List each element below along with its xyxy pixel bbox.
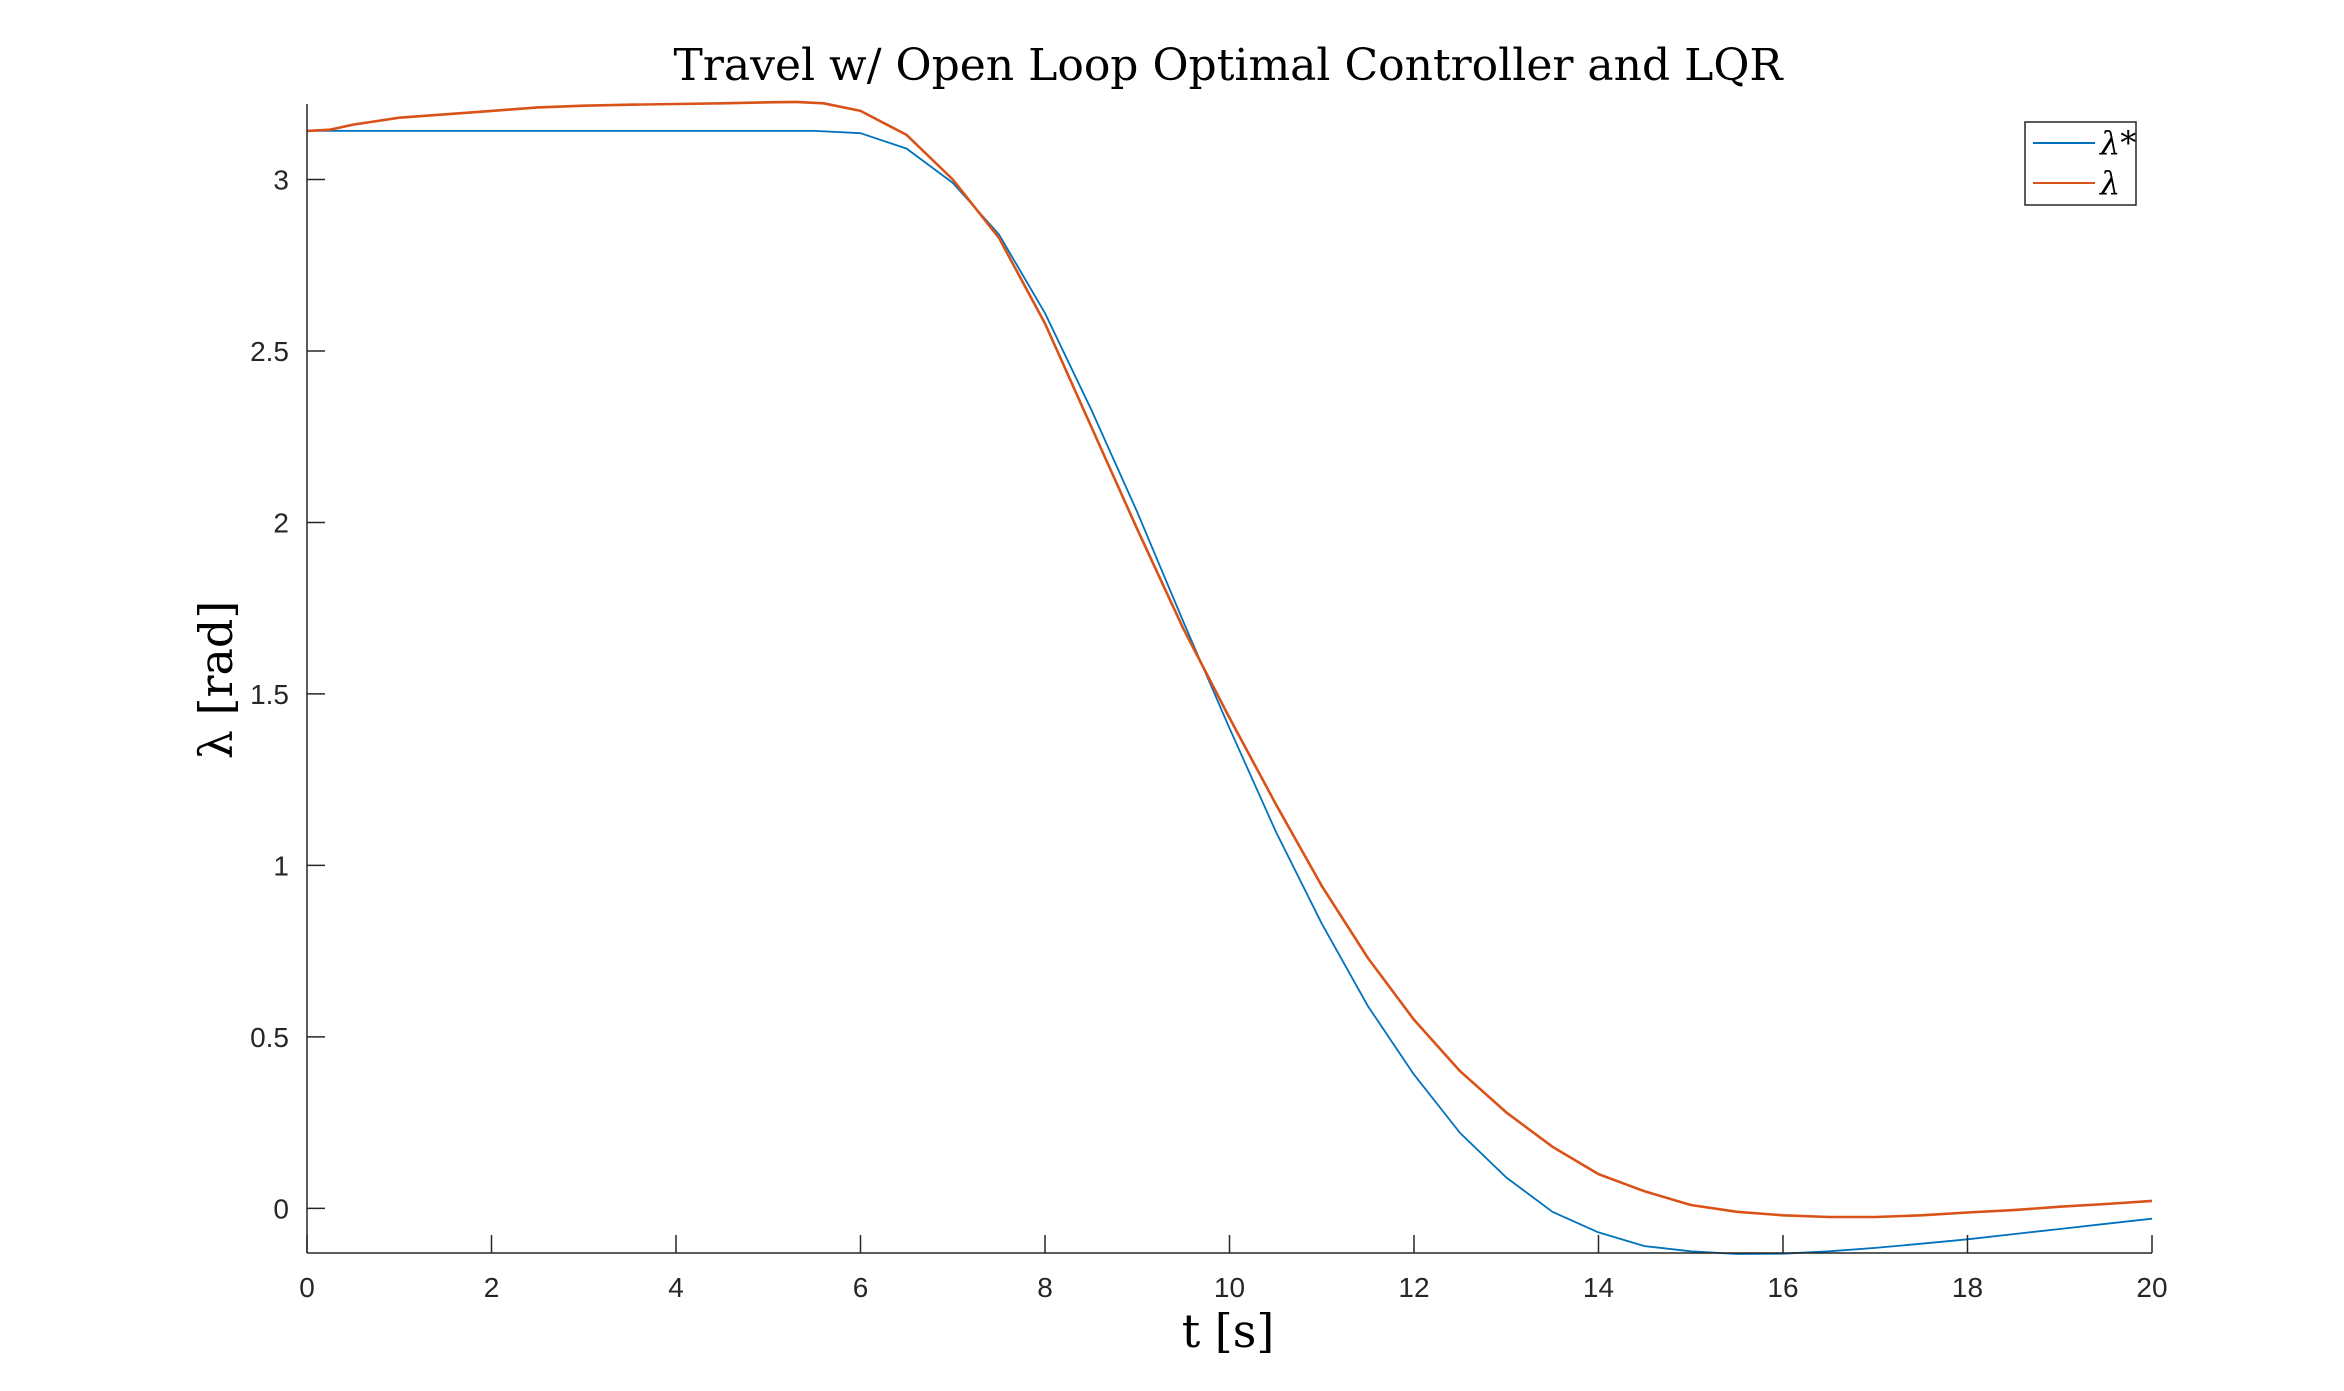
x-tick-label: 6 <box>853 1272 869 1303</box>
y-tick-label: 2 <box>273 507 289 538</box>
series-line-lambda-star <box>307 130 2153 1255</box>
plot-area: 0 2 4 6 8 10 12 14 16 18 20 0 0.5 1 1.5 2 2.5 3 <box>250 100 2168 1303</box>
x-axis-ticks: 0 2 4 6 8 10 12 14 16 18 20 <box>299 1235 2168 1303</box>
y-tick-label: 0 <box>273 1193 289 1224</box>
x-tick-label: 14 <box>1583 1272 1614 1303</box>
x-tick-label: 18 <box>1952 1272 1983 1303</box>
series-line-lambda <box>306 100 2153 1219</box>
x-tick-label: 16 <box>1767 1272 1798 1303</box>
legend-label-lambda-star: λ* <box>2098 124 2136 162</box>
x-tick-label: 10 <box>1214 1272 1245 1303</box>
x-tick-label: 2 <box>484 1272 500 1303</box>
legend: λ* λ <box>2024 121 2137 206</box>
y-tick-label: 1 <box>273 850 289 881</box>
y-tick-label: 2.5 <box>250 336 289 367</box>
chart-title: Travel w/ Open Loop Optimal Controller a… <box>673 40 1784 91</box>
x-tick-label: 20 <box>2136 1272 2167 1303</box>
y-tick-label: 0.5 <box>250 1022 289 1053</box>
x-tick-label: 4 <box>668 1272 684 1303</box>
legend-box <box>2024 121 2137 206</box>
y-tick-label: 3 <box>273 164 289 195</box>
legend-label-lambda: λ <box>2098 164 2120 202</box>
y-tick-label: 1.5 <box>250 679 289 710</box>
y-axis-ticks: 0 0.5 1 1.5 2 2.5 3 <box>250 164 325 1224</box>
x-tick-label: 12 <box>1398 1272 1429 1303</box>
x-axis-label: t [s] <box>1182 1304 1275 1358</box>
series-layer <box>306 100 2153 1255</box>
x-tick-label: 8 <box>1037 1272 1053 1303</box>
y-axis-label: λ [rad] <box>189 601 243 760</box>
x-tick-label: 0 <box>299 1272 315 1303</box>
